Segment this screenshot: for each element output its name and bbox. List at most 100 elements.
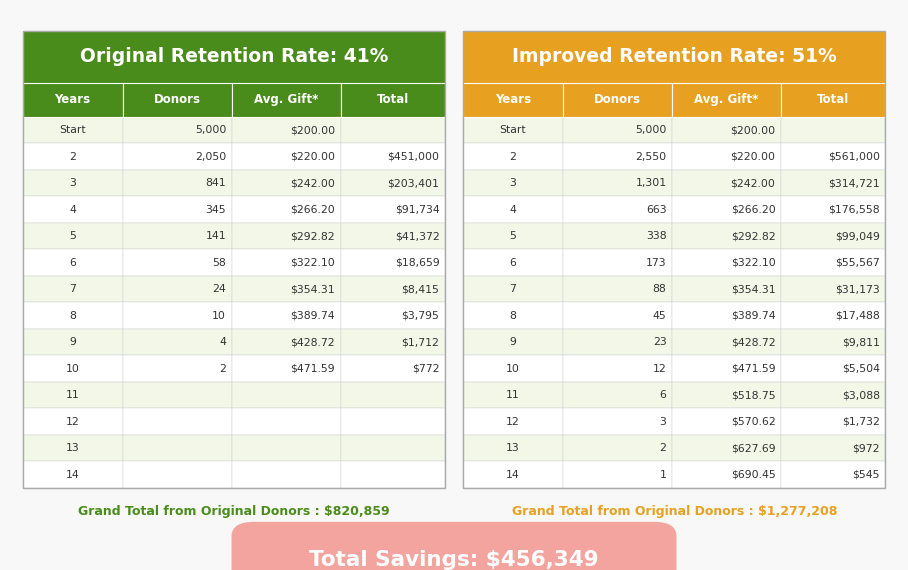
Text: 7: 7 [509, 284, 517, 294]
Text: $220.00: $220.00 [730, 152, 775, 162]
Bar [781, 170, 885, 196]
Text: $242.00: $242.00 [291, 178, 335, 188]
Text: 6: 6 [659, 390, 666, 400]
Bar [781, 196, 885, 223]
Text: 2: 2 [69, 152, 76, 162]
Text: $428.72: $428.72 [291, 337, 335, 347]
Text: Total Savings: $456,349: Total Savings: $456,349 [310, 550, 598, 570]
Bar [23, 31, 445, 83]
Bar [672, 329, 781, 356]
Text: $451,000: $451,000 [388, 152, 439, 162]
Bar [23, 408, 123, 435]
Text: $3,795: $3,795 [401, 311, 439, 321]
Text: $389.74: $389.74 [291, 311, 335, 321]
Text: 12: 12 [506, 417, 520, 427]
Bar [672, 276, 781, 303]
Text: $55,567: $55,567 [835, 258, 880, 268]
Bar [232, 435, 340, 462]
Text: $99,049: $99,049 [835, 231, 880, 241]
Text: $266.20: $266.20 [291, 205, 335, 215]
Text: $428.72: $428.72 [731, 337, 775, 347]
Bar [23, 144, 123, 170]
Text: Grand Total from Original Donors : $1,277,208: Grand Total from Original Donors : $1,27… [511, 506, 837, 518]
Text: $41,372: $41,372 [395, 231, 439, 241]
Bar [672, 196, 781, 223]
Bar [123, 408, 232, 435]
Text: Improved Retention Rate: 51%: Improved Retention Rate: 51% [512, 47, 836, 67]
Bar [123, 170, 232, 196]
Text: $471.59: $471.59 [291, 364, 335, 374]
Bar [23, 303, 123, 329]
Bar [123, 117, 232, 144]
Bar [563, 170, 672, 196]
Text: $200.00: $200.00 [730, 125, 775, 135]
Text: Start: Start [499, 125, 527, 135]
Text: 4: 4 [219, 337, 226, 347]
Bar [463, 408, 563, 435]
Bar [463, 83, 563, 117]
Bar [563, 356, 672, 382]
Text: 2,550: 2,550 [636, 152, 666, 162]
Text: $561,000: $561,000 [828, 152, 880, 162]
Bar [123, 462, 232, 488]
Text: $203,401: $203,401 [388, 178, 439, 188]
Text: 10: 10 [65, 364, 80, 374]
Bar [463, 223, 563, 250]
Text: 9: 9 [69, 337, 76, 347]
Bar [340, 117, 445, 144]
Bar [232, 83, 340, 117]
Text: 8: 8 [509, 311, 517, 321]
Bar [781, 408, 885, 435]
Bar [463, 250, 563, 276]
Bar [23, 250, 123, 276]
Bar [340, 462, 445, 488]
Bar [672, 382, 781, 408]
Text: 11: 11 [506, 390, 520, 400]
Text: $176,558: $176,558 [828, 205, 880, 215]
Bar [672, 250, 781, 276]
Bar [781, 250, 885, 276]
Text: $545: $545 [853, 470, 880, 480]
Bar [23, 170, 123, 196]
Text: 1: 1 [659, 470, 666, 480]
Bar [563, 435, 672, 462]
Text: 6: 6 [69, 258, 76, 268]
Bar [463, 329, 563, 356]
Bar [123, 196, 232, 223]
Bar [232, 223, 340, 250]
Text: 173: 173 [646, 258, 666, 268]
Text: $17,488: $17,488 [835, 311, 880, 321]
Bar [23, 223, 123, 250]
Bar [23, 31, 445, 488]
Bar [672, 462, 781, 488]
Text: 5,000: 5,000 [194, 125, 226, 135]
Bar [123, 329, 232, 356]
Bar [563, 250, 672, 276]
Text: Start: Start [59, 125, 86, 135]
Bar [340, 144, 445, 170]
Text: 7: 7 [69, 284, 76, 294]
Bar [781, 303, 885, 329]
Bar [781, 276, 885, 303]
Bar [232, 250, 340, 276]
Bar [232, 170, 340, 196]
Bar [123, 276, 232, 303]
Text: 8: 8 [69, 311, 76, 321]
Text: 5: 5 [69, 231, 76, 241]
Bar [463, 356, 563, 382]
Text: 2: 2 [659, 443, 666, 453]
Text: 12: 12 [653, 364, 666, 374]
Text: $354.31: $354.31 [291, 284, 335, 294]
Text: $266.20: $266.20 [731, 205, 775, 215]
Text: $314,721: $314,721 [828, 178, 880, 188]
Text: Avg. Gift*: Avg. Gift* [695, 93, 758, 106]
Bar [672, 83, 781, 117]
Bar [463, 382, 563, 408]
Text: $18,659: $18,659 [395, 258, 439, 268]
Bar [563, 117, 672, 144]
Text: $627.69: $627.69 [731, 443, 775, 453]
Text: $3,088: $3,088 [842, 390, 880, 400]
Bar [232, 462, 340, 488]
Text: $9,811: $9,811 [842, 337, 880, 347]
Text: $471.59: $471.59 [731, 364, 775, 374]
